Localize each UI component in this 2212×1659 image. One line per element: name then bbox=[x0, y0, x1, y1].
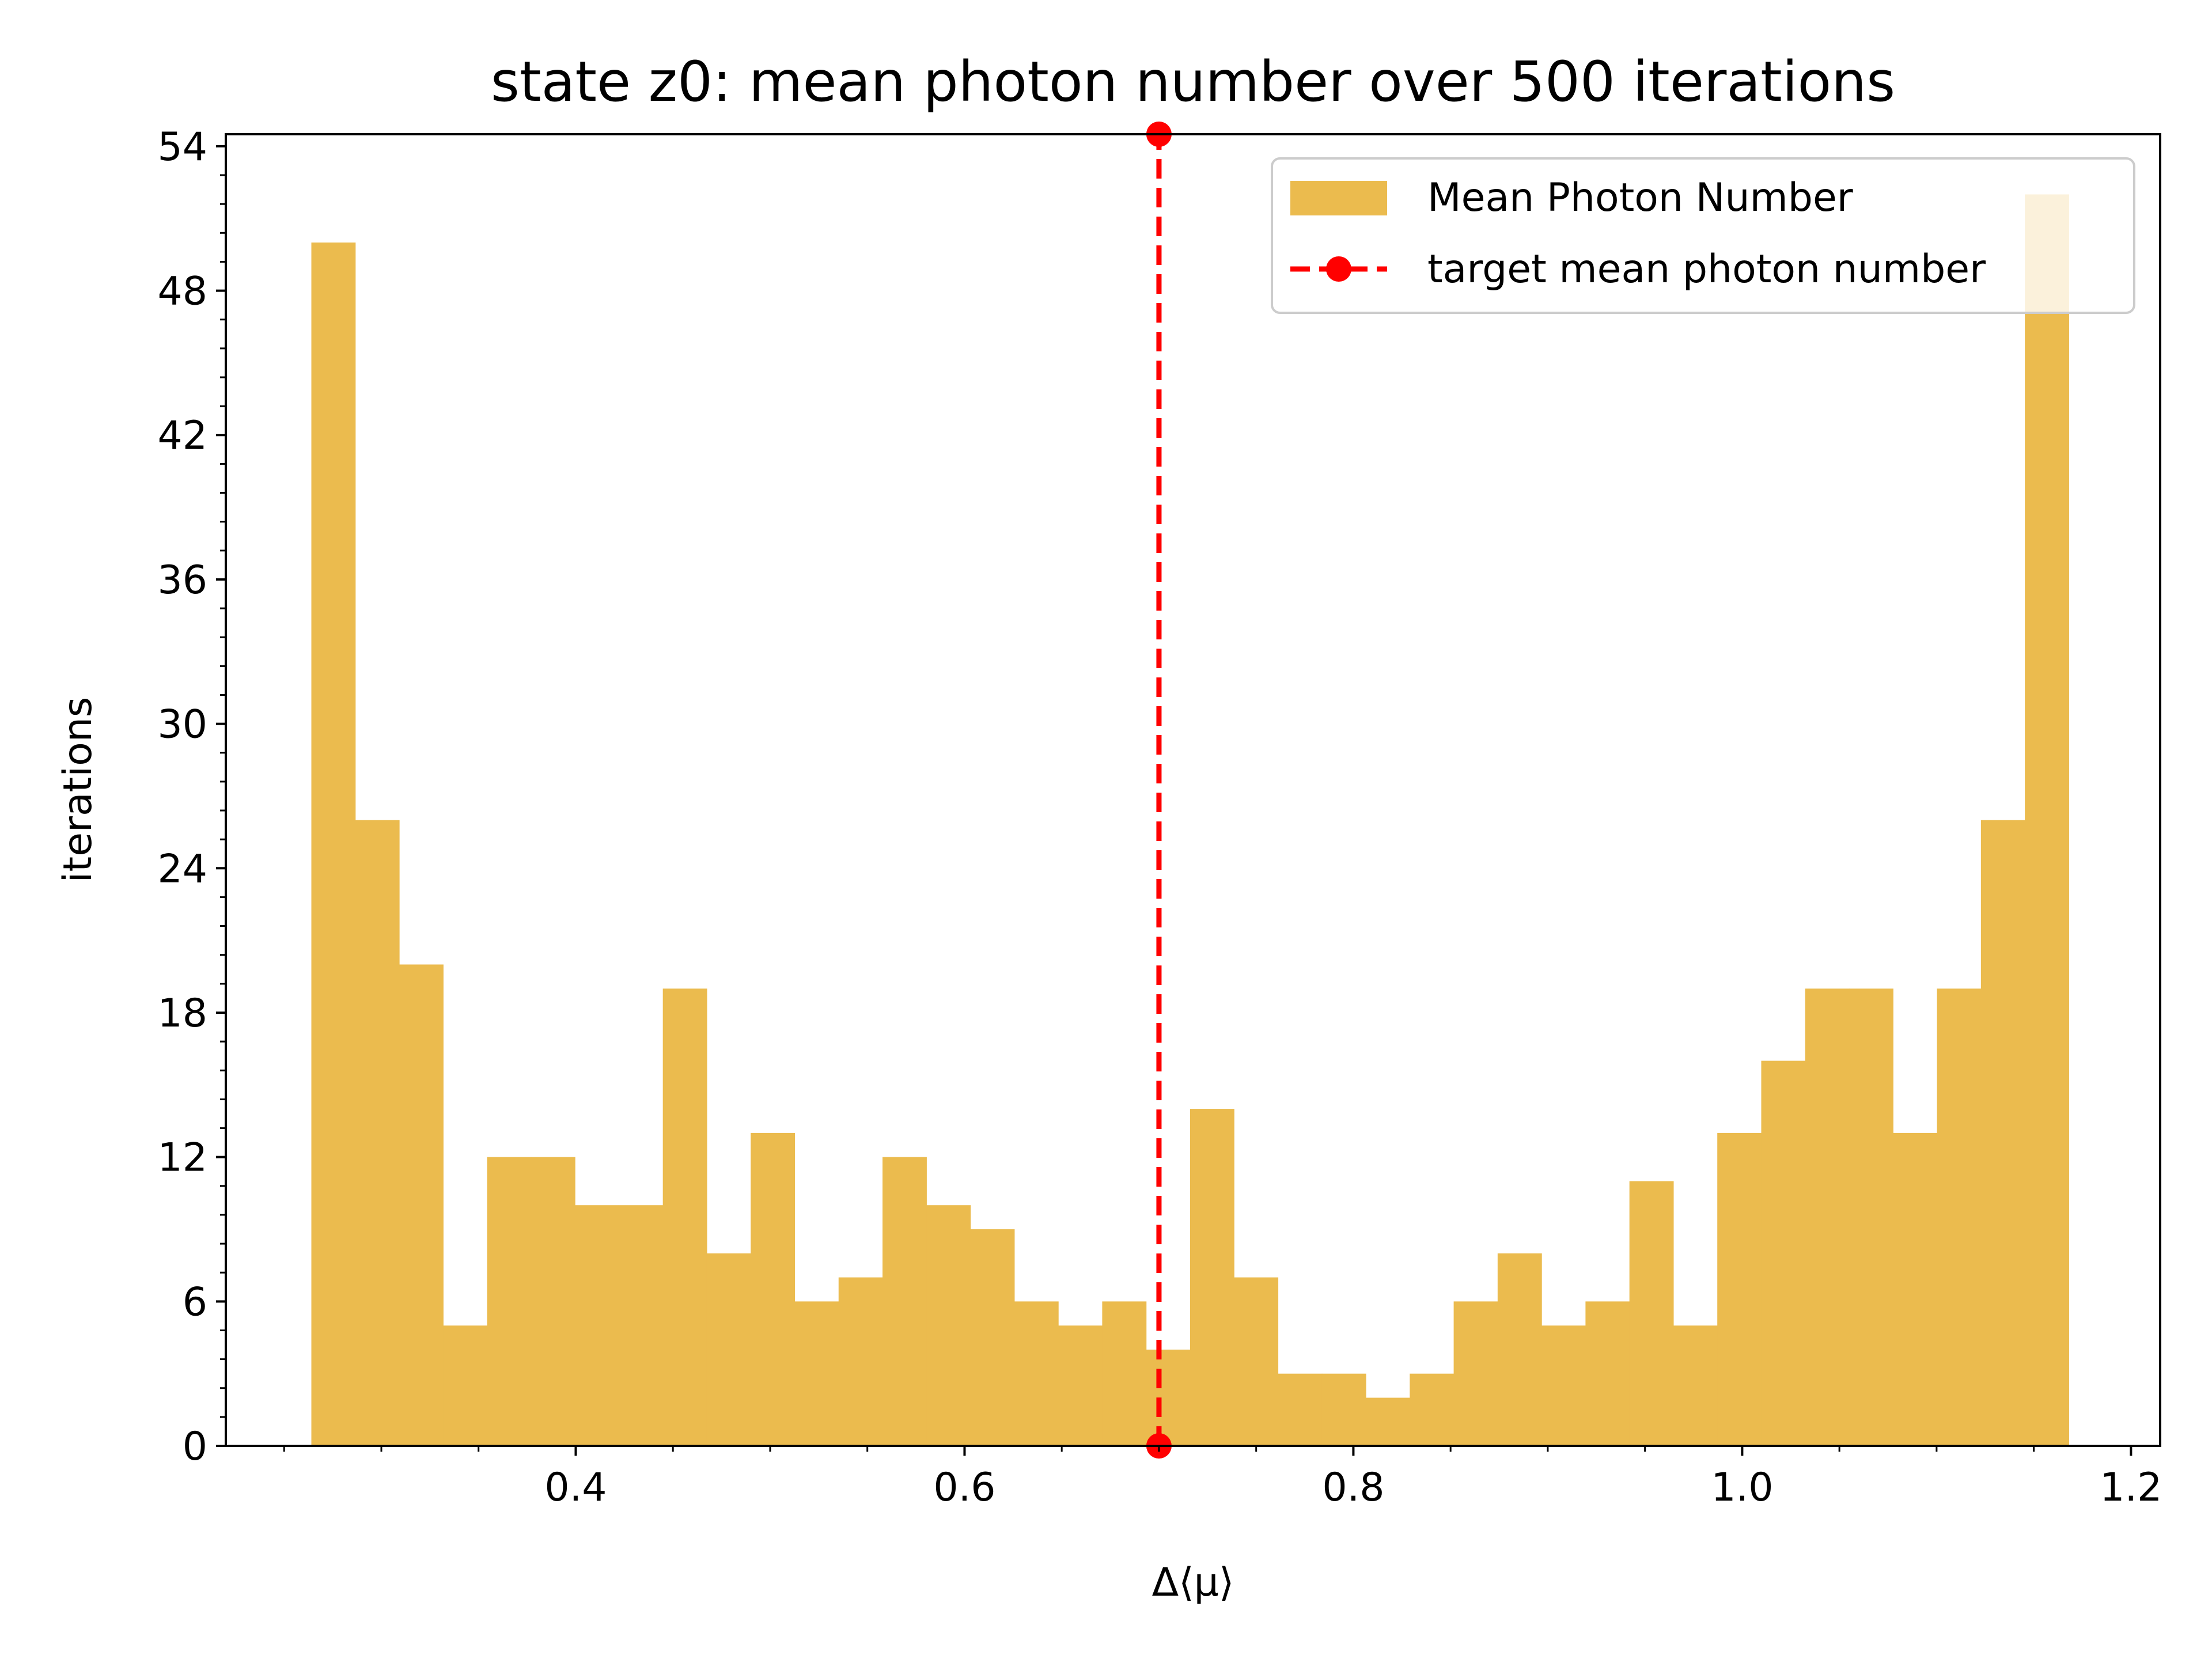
histogram-bar bbox=[1980, 820, 2025, 1446]
histogram-bar bbox=[662, 988, 707, 1446]
histogram-bar bbox=[1585, 1301, 1630, 1446]
histogram-bar bbox=[1937, 988, 1982, 1446]
histogram-bar bbox=[838, 1277, 883, 1446]
histogram-bar bbox=[399, 964, 444, 1446]
histogram-bar bbox=[1673, 1325, 1718, 1446]
legend-box bbox=[1271, 157, 2135, 314]
chart-title: state z0: mean photon number over 500 it… bbox=[491, 50, 1895, 114]
legend-swatch-bar bbox=[1290, 181, 1387, 215]
histogram-bar bbox=[2025, 194, 2069, 1446]
histogram-bar bbox=[1146, 1349, 1191, 1446]
histogram-bar bbox=[706, 1253, 751, 1446]
y-tick-label: 24 bbox=[157, 846, 207, 892]
histogram-bar bbox=[531, 1157, 575, 1446]
histogram-bar bbox=[619, 1205, 664, 1446]
histogram-bar bbox=[1497, 1253, 1542, 1446]
histogram-bar bbox=[1893, 1132, 1938, 1446]
histogram-bar bbox=[751, 1132, 796, 1446]
y-tick-label: 54 bbox=[157, 124, 207, 170]
x-tick-label: 0.8 bbox=[1322, 1465, 1384, 1510]
histogram-bar bbox=[970, 1229, 1015, 1446]
y-axis-label: iterations bbox=[55, 697, 101, 883]
histogram-bar bbox=[487, 1157, 532, 1446]
histogram-bar bbox=[882, 1157, 927, 1446]
legend: Mean Photon Number target mean photon nu… bbox=[1271, 157, 2135, 314]
x-axis-ticks: 0.4 0.6 0.8 1.0 1.2 bbox=[283, 1446, 2162, 1510]
histogram-bar bbox=[1453, 1301, 1498, 1446]
histogram-bar bbox=[355, 820, 400, 1446]
histogram-bar bbox=[1629, 1181, 1674, 1446]
histogram-bar bbox=[1014, 1301, 1059, 1446]
histogram-bar bbox=[1058, 1325, 1103, 1446]
legend-label-target: target mean photon number bbox=[1427, 247, 1986, 292]
histogram-bar bbox=[1278, 1373, 1323, 1446]
y-axis-ticks: 0 6 12 18 24 30 36 42 48 54 bbox=[157, 124, 226, 1469]
x-axis-label: Δ⟨μ⟩ bbox=[1152, 1560, 1234, 1605]
y-tick-label: 6 bbox=[183, 1279, 207, 1325]
histogram-bar bbox=[794, 1301, 839, 1446]
histogram-bar bbox=[1321, 1373, 1366, 1446]
y-tick-label: 12 bbox=[157, 1135, 207, 1181]
y-tick-label: 36 bbox=[157, 558, 207, 603]
histogram-bar bbox=[1541, 1325, 1586, 1446]
histogram-bars bbox=[311, 194, 2069, 1446]
y-tick-label: 48 bbox=[157, 269, 207, 315]
histogram-bar bbox=[443, 1325, 488, 1446]
histogram-bar bbox=[1761, 1060, 1806, 1446]
histogram-bar bbox=[1366, 1397, 1410, 1446]
legend-swatch-marker bbox=[1326, 256, 1351, 282]
y-tick-label: 18 bbox=[157, 991, 207, 1036]
histogram-bar bbox=[1717, 1132, 1762, 1446]
x-tick-label: 1.2 bbox=[2100, 1465, 2162, 1510]
histogram-bar bbox=[1410, 1373, 1455, 1446]
histogram-bar bbox=[1849, 988, 1893, 1446]
x-tick-label: 0.4 bbox=[544, 1465, 607, 1510]
histogram-bar bbox=[1805, 988, 1850, 1446]
legend-label-mean-photon-number: Mean Photon Number bbox=[1427, 175, 1853, 221]
y-tick-label: 42 bbox=[157, 413, 207, 459]
x-tick-label: 0.6 bbox=[933, 1465, 995, 1510]
histogram-bar bbox=[311, 243, 356, 1446]
histogram-bar bbox=[1234, 1277, 1279, 1446]
y-tick-label: 30 bbox=[157, 702, 207, 748]
target-line-group bbox=[1146, 122, 1172, 1459]
histogram-bar bbox=[1102, 1301, 1147, 1446]
histogram-bar bbox=[1190, 1109, 1234, 1446]
y-tick-label: 0 bbox=[183, 1424, 207, 1469]
plot-frame bbox=[225, 133, 2161, 1447]
x-tick-label: 1.0 bbox=[1711, 1465, 1773, 1510]
histogram-bar bbox=[575, 1205, 619, 1446]
histogram-bar bbox=[926, 1205, 971, 1446]
